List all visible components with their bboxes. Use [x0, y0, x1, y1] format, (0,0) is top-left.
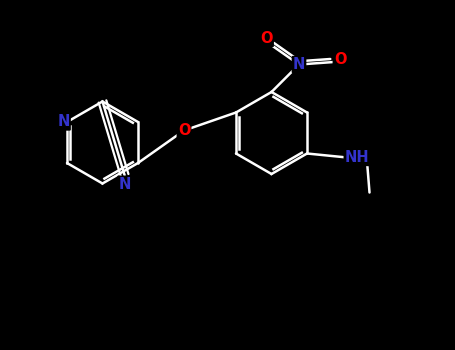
- Text: O: O: [260, 31, 273, 46]
- Text: N: N: [118, 177, 131, 192]
- Text: O: O: [334, 52, 346, 67]
- Text: N: N: [57, 114, 70, 130]
- Text: NH: NH: [345, 150, 369, 165]
- Text: N: N: [293, 57, 305, 72]
- Text: O: O: [178, 123, 190, 138]
